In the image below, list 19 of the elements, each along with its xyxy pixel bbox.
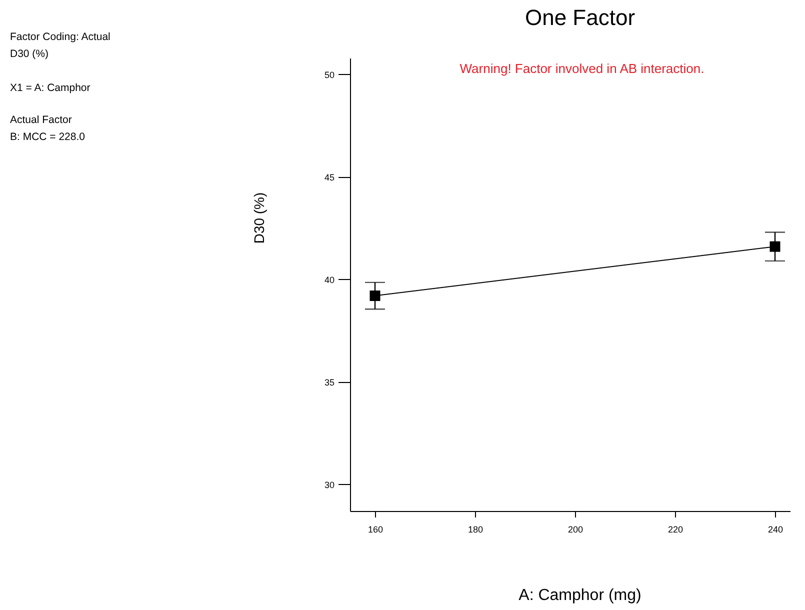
text: D30 (%) <box>10 48 49 60</box>
y-tick-label: 30 <box>324 480 334 490</box>
x-tick-label: 240 <box>768 524 784 534</box>
text: X1 = A: Camphor <box>10 82 91 94</box>
x-tick-label: 180 <box>468 524 484 534</box>
y-tick-label: 40 <box>324 274 334 285</box>
x-tick-label: 200 <box>568 524 584 534</box>
x-tick-label: 160 <box>368 524 384 534</box>
y-axis-title: D30 (%) <box>251 192 267 244</box>
chart-title: One Factor <box>524 5 636 30</box>
y-tick-label: 50 <box>324 70 334 80</box>
x-axis-title: A: Camphor (mg) <box>518 587 642 604</box>
annotation: Warning! Factor involved in AB interaction. <box>460 61 704 76</box>
y-tick-label: 45 <box>324 172 334 182</box>
text: B: MCC = 228.0 <box>10 131 86 143</box>
x-tick-label: 220 <box>668 524 684 534</box>
text: Factor Coding: Actual <box>10 31 110 43</box>
y-tick-label: 35 <box>324 377 334 388</box>
text: Actual Factor <box>10 114 72 126</box>
